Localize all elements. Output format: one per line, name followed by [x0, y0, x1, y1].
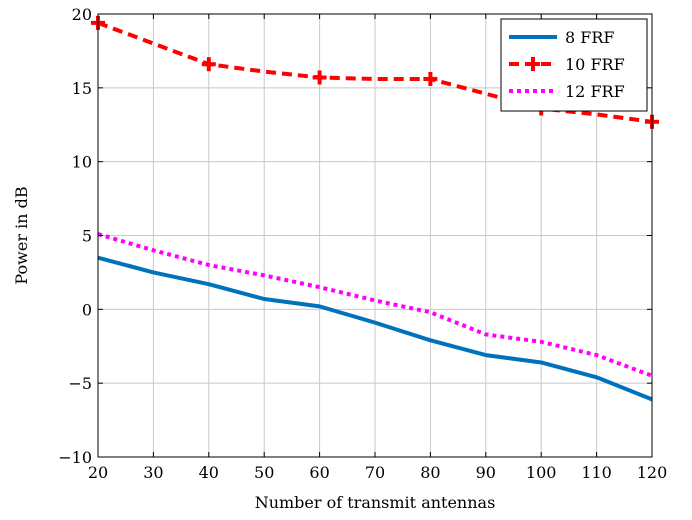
- y-tick-label: 5: [82, 227, 92, 246]
- x-tick-label: 80: [420, 463, 440, 482]
- y-tick-label: 15: [72, 79, 92, 98]
- x-tick-label: 110: [581, 463, 612, 482]
- y-tick-label: 0: [82, 300, 92, 319]
- x-tick-label: 60: [309, 463, 329, 482]
- y-tick-label: −10: [58, 448, 92, 467]
- legend-label: 10 FRF: [565, 55, 625, 74]
- data-point: [312, 70, 327, 85]
- x-tick-label: 70: [365, 463, 385, 482]
- series-line-1: [97, 255, 653, 402]
- x-axis-label: Number of transmit antennas: [255, 493, 496, 512]
- y-tick-label: −5: [68, 374, 92, 393]
- x-tick-label: 50: [254, 463, 274, 482]
- legend: 8 FRF 10 FRF 12 FRF: [500, 18, 648, 112]
- x-tick-label: 90: [476, 463, 496, 482]
- x-tick-label: 40: [199, 463, 219, 482]
- y-tick-label: 10: [72, 153, 92, 172]
- legend-label: 8 FRF: [565, 28, 615, 47]
- data-point: [201, 57, 216, 72]
- x-tick-label: 120: [637, 463, 668, 482]
- ticks: 20 30 40 50 60 70 80 90 100 110 120 −10 −5 0 5 10 15 20: [58, 5, 667, 482]
- x-tick-label: 20: [88, 463, 108, 482]
- legend-label: 12 FRF: [565, 82, 625, 101]
- x-tick-label: 100: [526, 463, 557, 482]
- x-tick-label: 30: [143, 463, 163, 482]
- y-axis-label: Power in dB: [12, 186, 31, 284]
- data-point: [423, 71, 438, 86]
- legend-marker: [526, 57, 540, 71]
- y-tick-label: 20: [72, 5, 92, 24]
